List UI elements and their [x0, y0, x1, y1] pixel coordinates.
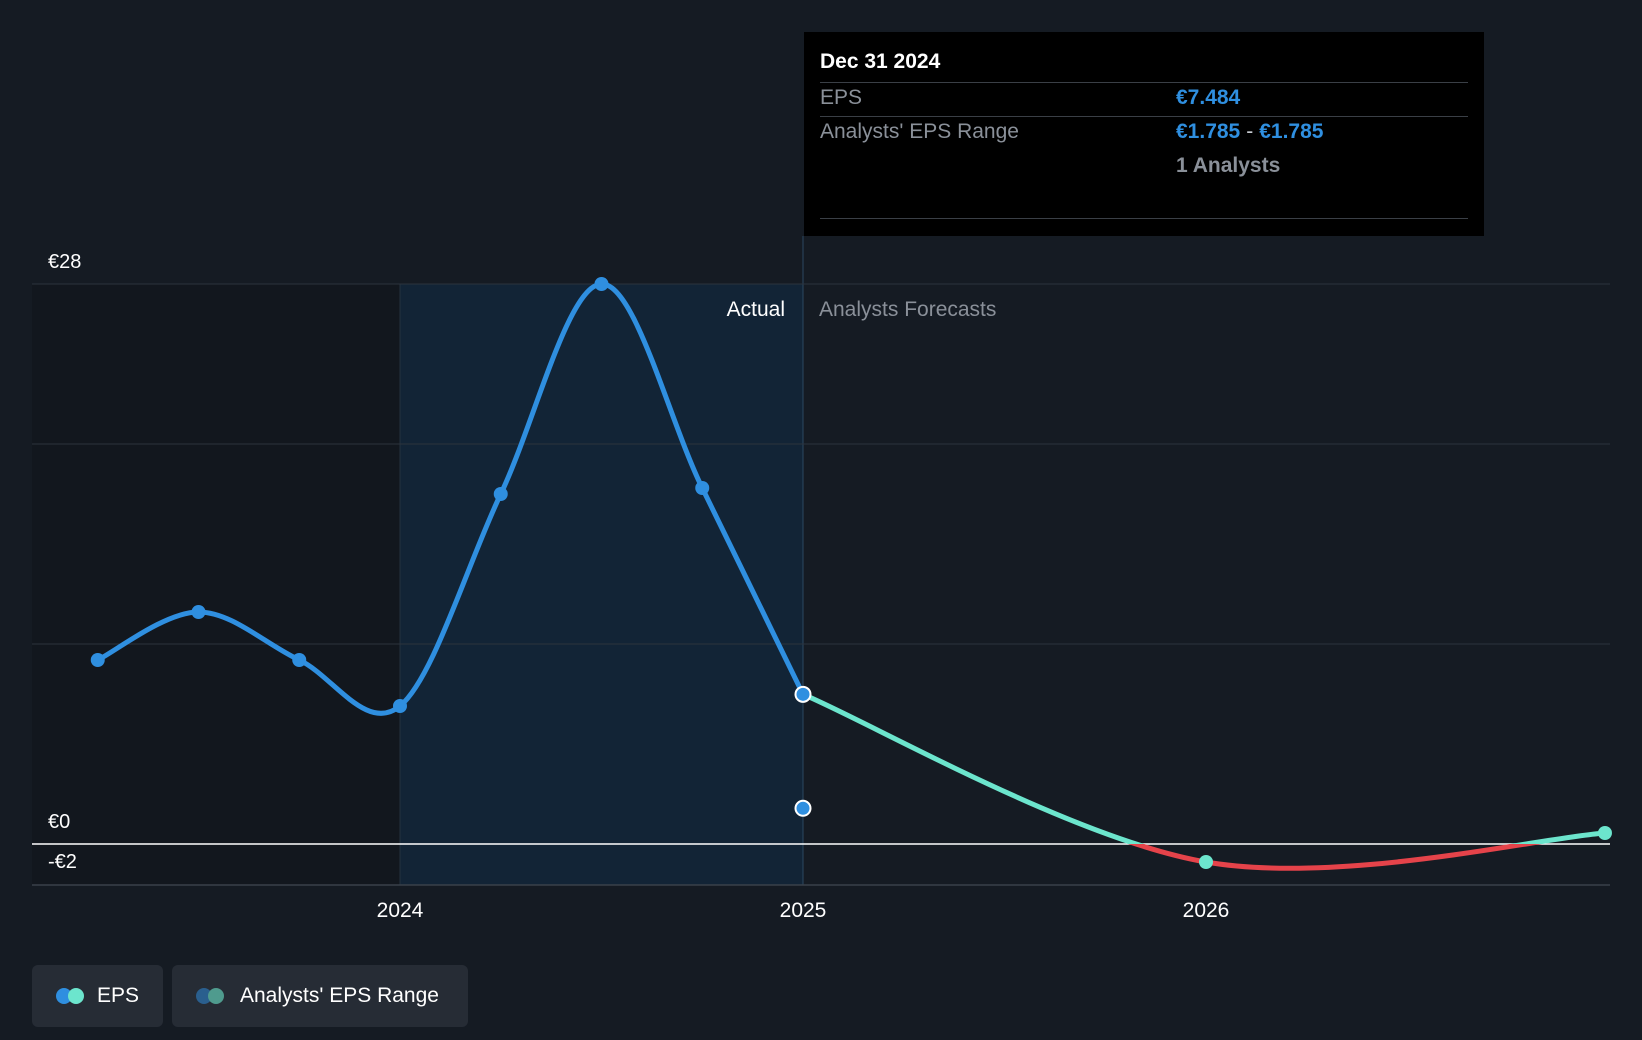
tooltip-divider	[820, 218, 1468, 219]
eps-forecast-endpoint	[1597, 826, 1612, 840]
tooltip-range-low: €1.785	[1176, 120, 1241, 143]
tooltip-range-separator: -	[1246, 120, 1254, 143]
eps-actual-point	[695, 481, 710, 495]
analysts-range-point	[794, 799, 812, 817]
eps-actual-point	[191, 605, 206, 619]
y-tick-label: €28	[48, 251, 81, 273]
legend-label-eps: EPS	[96, 984, 139, 1007]
y-tick-label: €0	[48, 811, 70, 833]
y-tick-label: -€2	[48, 851, 77, 873]
eps-actual-point	[594, 277, 609, 291]
actual-region-label: Actual	[727, 298, 785, 321]
eps-actual-point	[493, 487, 508, 501]
past-region	[32, 284, 400, 885]
chart-tooltip: Dec 31 2024 EPS €7.484 Analysts' EPS Ran…	[804, 32, 1484, 236]
range-legend-icon	[196, 988, 226, 1004]
eps-actual-point	[292, 653, 307, 667]
tooltip-divider	[820, 82, 1468, 83]
eps-current-point	[794, 685, 812, 703]
eps-legend-icon	[56, 988, 84, 1004]
tooltip-range-value: €1.785- €1.785	[1176, 120, 1323, 144]
tooltip-eps-value: €7.484	[1176, 86, 1241, 109]
tooltip-analysts-count: 1 Analysts	[1176, 154, 1281, 177]
legend-dot-range-high	[208, 988, 224, 1004]
legend-dot-forecast	[68, 988, 84, 1004]
eps-actual-point	[90, 653, 105, 667]
x-tick-label: 2026	[1183, 899, 1230, 922]
tooltip-range-label: Analysts' EPS Range	[820, 120, 1019, 143]
eps-forecast-point	[1199, 855, 1213, 869]
x-tick-label: 2025	[780, 899, 827, 922]
forecast-region-label: Analysts Forecasts	[819, 298, 996, 321]
legend-label-analysts-range: Analysts' EPS Range	[240, 984, 439, 1007]
actual-region	[400, 284, 803, 885]
legend-item-eps[interactable]: EPS	[32, 965, 163, 1027]
tooltip-eps-label: EPS	[820, 86, 863, 109]
tooltip-range-high: €1.785	[1259, 120, 1324, 143]
eps-forecast-line-positive	[800, 691, 1608, 844]
tooltip-divider	[820, 116, 1468, 117]
eps-forecast-line-negative	[1128, 844, 1542, 871]
x-tick-label: 2024	[377, 899, 424, 922]
tooltip-date: Dec 31 2024	[820, 50, 941, 73]
legend-item-analysts-range[interactable]: Analysts' EPS Range	[172, 965, 468, 1027]
eps-actual-point	[393, 699, 407, 713]
